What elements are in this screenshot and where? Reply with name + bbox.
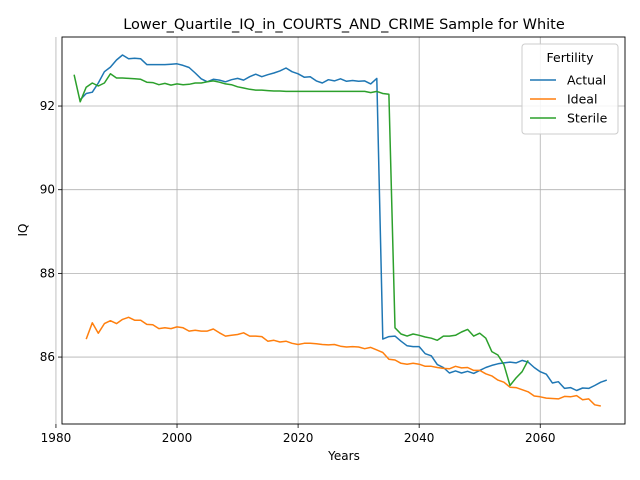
y-tick-label: 88	[40, 266, 55, 280]
y-tick-label: 90	[40, 183, 55, 197]
y-axis: 86 88 90 92	[40, 99, 62, 364]
chart-title: Lower_Quartile_IQ_in_COURTS_AND_CRIME Sa…	[123, 17, 565, 33]
legend-label-actual: Actual	[567, 73, 606, 88]
x-tick-label: 1980	[41, 431, 72, 445]
x-tick-label: 2020	[283, 431, 314, 445]
x-tick-label: 2040	[404, 431, 435, 445]
x-axis: 1980 2000 2020 2040 2060	[41, 424, 556, 445]
y-axis-label: IQ	[16, 224, 30, 237]
y-tick-label: 92	[40, 99, 55, 113]
series-layer	[73, 54, 608, 407]
plot-frame	[61, 36, 626, 425]
legend-label-ideal: Ideal	[567, 92, 597, 107]
legend-box	[521, 43, 619, 135]
x-axis-label: Years	[327, 449, 360, 463]
y-tick-label: 86	[40, 350, 55, 364]
legend: Fertility Actual Ideal Sterile	[521, 43, 619, 135]
x-tick-label: 2000	[162, 431, 193, 445]
legend-title: Fertility	[547, 50, 595, 65]
series-line-sterile	[73, 73, 529, 387]
x-tick-label: 2060	[525, 431, 556, 445]
legend-label-sterile: Sterile	[567, 111, 608, 126]
grid	[55, 37, 625, 424]
series-line-actual	[79, 54, 608, 392]
series-line-ideal	[85, 316, 601, 407]
